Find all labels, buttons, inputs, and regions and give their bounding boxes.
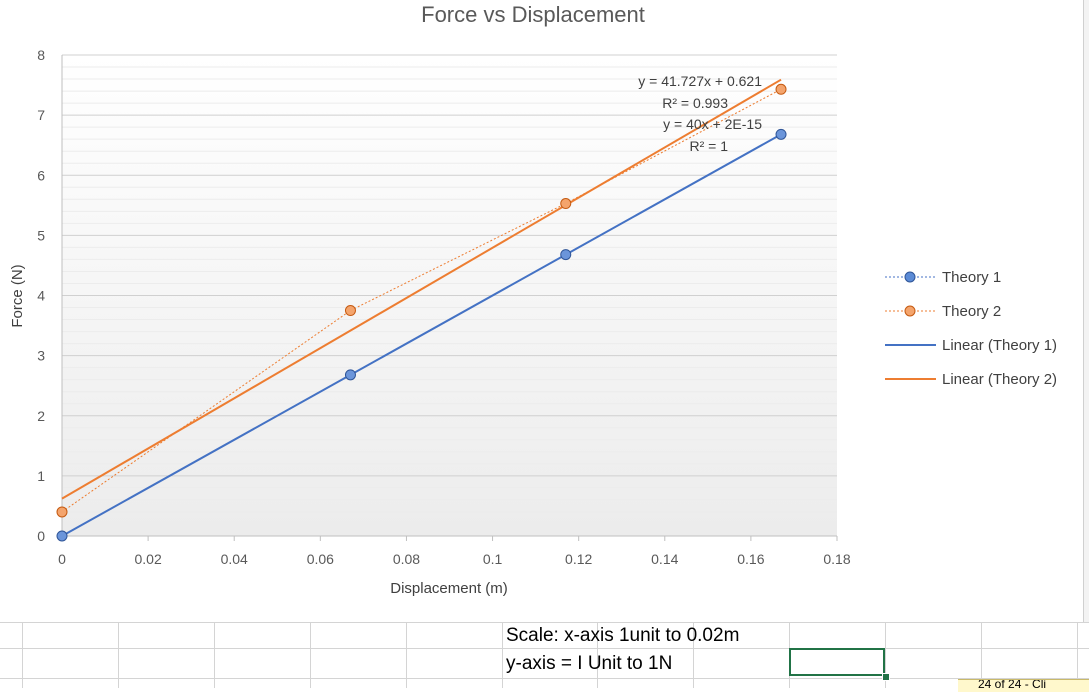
x-tick-label: 0	[58, 551, 66, 567]
y-tick-label: 4	[37, 288, 45, 304]
legend-label-theory-1: Theory 1	[942, 269, 1001, 286]
x-tick-label: 0.12	[565, 551, 592, 567]
y-tick-label: 2	[37, 408, 45, 424]
data-point-series-1	[775, 128, 787, 140]
legend[interactable]: Theory 1 Theory 2 Linear (Theory 1) Line…	[885, 269, 1057, 388]
window-scroll-edge	[1083, 0, 1089, 688]
y-scale-note-cell[interactable]: y-axis = I Unit to 1N	[506, 653, 673, 674]
series-line-2	[61, 88, 782, 513]
data-markers	[56, 83, 787, 542]
data-point-series-1	[56, 530, 68, 542]
chart-area[interactable]: 0 0.02 0.04 0.06 0.08 0.1 0.12 0.14 0.16 0.18 0 1 2…	[0, 0, 1083, 622]
x-tick-label: 0.08	[393, 551, 420, 567]
legend-label-linear-theory-1: Linear (Theory 1)	[942, 337, 1057, 354]
x-axis-label: Displacement (m)	[390, 580, 508, 597]
comment-indicator[interactable]: 24 of 24 - Cli	[958, 679, 1089, 692]
data-point-series-1	[344, 369, 356, 381]
x-tick-label: 0.14	[651, 551, 678, 567]
comment-tag-text: 24 of 24 - Cli	[978, 679, 1047, 691]
trendline-r2-theory-2: R² = 0.993	[662, 95, 728, 111]
legend-item-linear-theory-1[interactable]: Linear (Theory 1)	[885, 337, 1057, 354]
x-tick-label: 0.06	[307, 551, 334, 567]
data-point-series-2	[344, 305, 356, 317]
grid-lines	[0, 622, 1089, 688]
trendline-r2-theory-1: R² = 1	[689, 138, 728, 154]
legend-item-linear-theory-2[interactable]: Linear (Theory 2)	[885, 371, 1057, 388]
series-line-1	[61, 133, 782, 537]
series-lines	[61, 88, 782, 537]
scale-note-cell[interactable]: Scale: x-axis 1unit to 0.02m	[506, 625, 740, 646]
trendline-equation-theory-2: y = 41.727x + 0.621	[638, 73, 762, 89]
y-tick-labels: 0 1 2 3 4 5 6 7 8	[37, 47, 45, 544]
data-point-series-1	[560, 249, 572, 261]
major-gridlines	[62, 54, 837, 537]
x-tick-label: 0.16	[737, 551, 764, 567]
legend-marker-theory-1	[904, 271, 916, 283]
y-tick-label: 5	[37, 227, 45, 243]
x-tick-label: 0.02	[134, 551, 161, 567]
y-tick-label: 3	[37, 348, 45, 364]
data-point-series-2	[56, 506, 68, 518]
y-tick-label: 8	[37, 47, 45, 63]
x-tick-label: 0.1	[483, 551, 503, 567]
x-tick-label: 0.04	[221, 551, 248, 567]
legend-item-theory-1[interactable]: Theory 1	[885, 269, 1001, 286]
x-tick-label: 0.18	[823, 551, 850, 567]
trendline-equation-theory-1: y = 40x + 2E-15	[663, 116, 762, 132]
selected-cell[interactable]	[789, 648, 885, 676]
data-point-series-2	[560, 198, 572, 210]
fill-handle[interactable]	[882, 673, 890, 681]
legend-label-linear-theory-2: Linear (Theory 2)	[942, 371, 1057, 388]
y-tick-label: 0	[37, 528, 45, 544]
legend-label-theory-2: Theory 2	[942, 303, 1001, 320]
legend-marker-theory-2	[904, 305, 916, 317]
force-displacement-chart: 0 0.02 0.04 0.06 0.08 0.1 0.12 0.14 0.16 0.18 0 1 2…	[9, 2, 1057, 597]
axes	[61, 55, 837, 537]
legend-item-theory-2[interactable]: Theory 2	[885, 303, 1001, 320]
y-tick-label: 6	[37, 167, 45, 183]
x-tick-labels: 0 0.02 0.04 0.06 0.08 0.1 0.12 0.14 0.16 0.18	[58, 536, 851, 567]
spreadsheet-grid[interactable]	[0, 622, 1089, 688]
data-point-series-2	[775, 83, 787, 95]
y-tick-label: 1	[37, 468, 45, 484]
y-tick-label: 7	[37, 107, 45, 123]
y-axis-label: Force (N)	[9, 264, 26, 327]
chart-title: Force vs Displacement	[421, 2, 645, 27]
